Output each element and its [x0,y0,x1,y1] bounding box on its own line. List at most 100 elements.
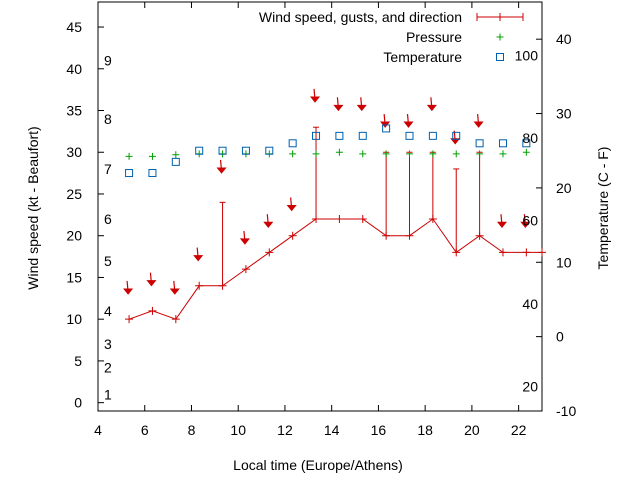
y2-tick-label: 30 [556,106,572,122]
pressure-point [522,148,530,156]
wind-direction-arrowhead [146,280,157,287]
y2-tick-label: 20 [556,180,572,196]
wind-speed-point [125,315,134,324]
y-tick-label: 30 [66,144,82,160]
wind-direction-arrowhead [309,96,321,103]
pressure-point [125,152,133,160]
x-tick-label: 22 [511,422,527,438]
y-tick-label: 45 [66,19,82,35]
series-layer [123,88,546,324]
temperature-point [452,131,461,140]
beaufort-label: 8 [104,111,112,127]
pressure-point [148,152,156,160]
pressure-point [312,150,320,158]
x-tick-label: 14 [324,422,340,438]
beaufort-label: 2 [104,360,112,376]
temperature-point [265,146,274,155]
pressure-point [476,150,484,158]
y-tick-label: 25 [66,186,82,202]
legend: Wind speed, gusts, and direction Pressure… [259,9,524,65]
y-tick-label: 40 [66,61,82,77]
y-tick-label: 20 [66,228,82,244]
wind-speed-point [148,306,157,315]
legend-label-pressure: Pressure [406,29,462,45]
wind-speed-point [241,265,250,274]
temperature-point [405,131,414,140]
fahrenheit-label: 100 [515,48,539,64]
temperature-point [335,131,344,140]
pressure-point [289,150,297,158]
x-tick-label: 8 [188,422,196,438]
legend-swatch-pressure [496,33,504,41]
wind-direction-arrowhead [473,121,484,128]
pressure-point [382,150,390,158]
temperature-point [382,124,391,133]
temperature-point [218,146,227,155]
wind-direction-arrowhead [520,221,531,228]
y-tick-label: 10 [66,311,82,327]
wind-direction-arrowhead [263,221,274,228]
wind-direction-arrowhead [450,138,461,145]
y2-tick-label: 10 [556,254,572,270]
x-tick-label: 10 [230,422,246,438]
wind-speed-point [265,248,274,257]
beaufort-label: 6 [104,211,112,227]
fahrenheit-label: 80 [522,130,538,146]
pressure-point [359,150,367,158]
y-tick-label: 15 [66,269,82,285]
wind-speed-point [522,248,531,257]
y-tick-label: 0 [74,395,82,411]
beaufort-label: 5 [104,253,112,269]
wind-direction-arrowhead [333,104,344,112]
wind-direction-arrowhead [403,121,414,128]
beaufort-label: 3 [104,336,112,352]
temperature-point [428,131,437,140]
wind-speed-point [288,231,297,240]
plot-grid-layer [97,1,543,412]
wind-direction-arrowhead [123,288,134,295]
beaufort-label: 7 [104,161,112,177]
y2-tick-label: 0 [556,329,564,345]
temperature-point [498,139,507,148]
legend-label-temperature: Temperature [383,49,462,65]
wind-speed-point [538,248,546,257]
wind-direction-arrowhead [496,221,508,228]
temperature-point [241,146,250,155]
y2-tick-label: 40 [556,31,572,47]
legend-swatch-wind-point [496,13,504,21]
beaufort-label: 9 [104,52,112,68]
wind-direction-arrowhead [356,104,367,112]
x-tick-label: 4 [94,422,102,438]
pressure-point [335,148,343,156]
wind-direction-arrowhead [239,238,250,245]
plot-frame [97,1,543,412]
legend-swatch-temperature [496,53,504,61]
temperature-point [195,146,204,155]
pressure-point [499,150,507,158]
temperature-point [475,139,484,148]
temperature-point [125,169,134,178]
wind-direction-arrowhead [169,288,180,295]
temperature-point [522,139,531,148]
fahrenheit-label: 60 [522,213,538,229]
temperature-point [171,157,180,166]
wind-speed-point [498,248,507,257]
beaufort-label: 4 [104,303,112,319]
legend-label-wind: Wind speed, gusts, and direction [259,9,462,25]
wind-speed-point [358,215,367,224]
wind-direction-arrowhead [286,205,297,212]
temperature-point [358,131,367,140]
y2-axis-label: Temperature (C - F) [595,147,611,270]
wind-speed-point [335,215,344,224]
x-tick-label: 12 [277,422,293,438]
temperature-point [288,139,297,148]
pressure-point [406,150,414,158]
pressure-point [429,150,437,158]
x-tick-label: 6 [141,422,149,438]
pressure-point [172,151,180,159]
x-axis-label: Local time (Europe/Athens) [233,457,403,473]
tick-label-layer: 4 6 8 10 12 14 16 18 20 22051015202530354045-1001… [66,19,576,438]
wind-speed-point [195,281,204,290]
pressure-point [452,150,460,158]
